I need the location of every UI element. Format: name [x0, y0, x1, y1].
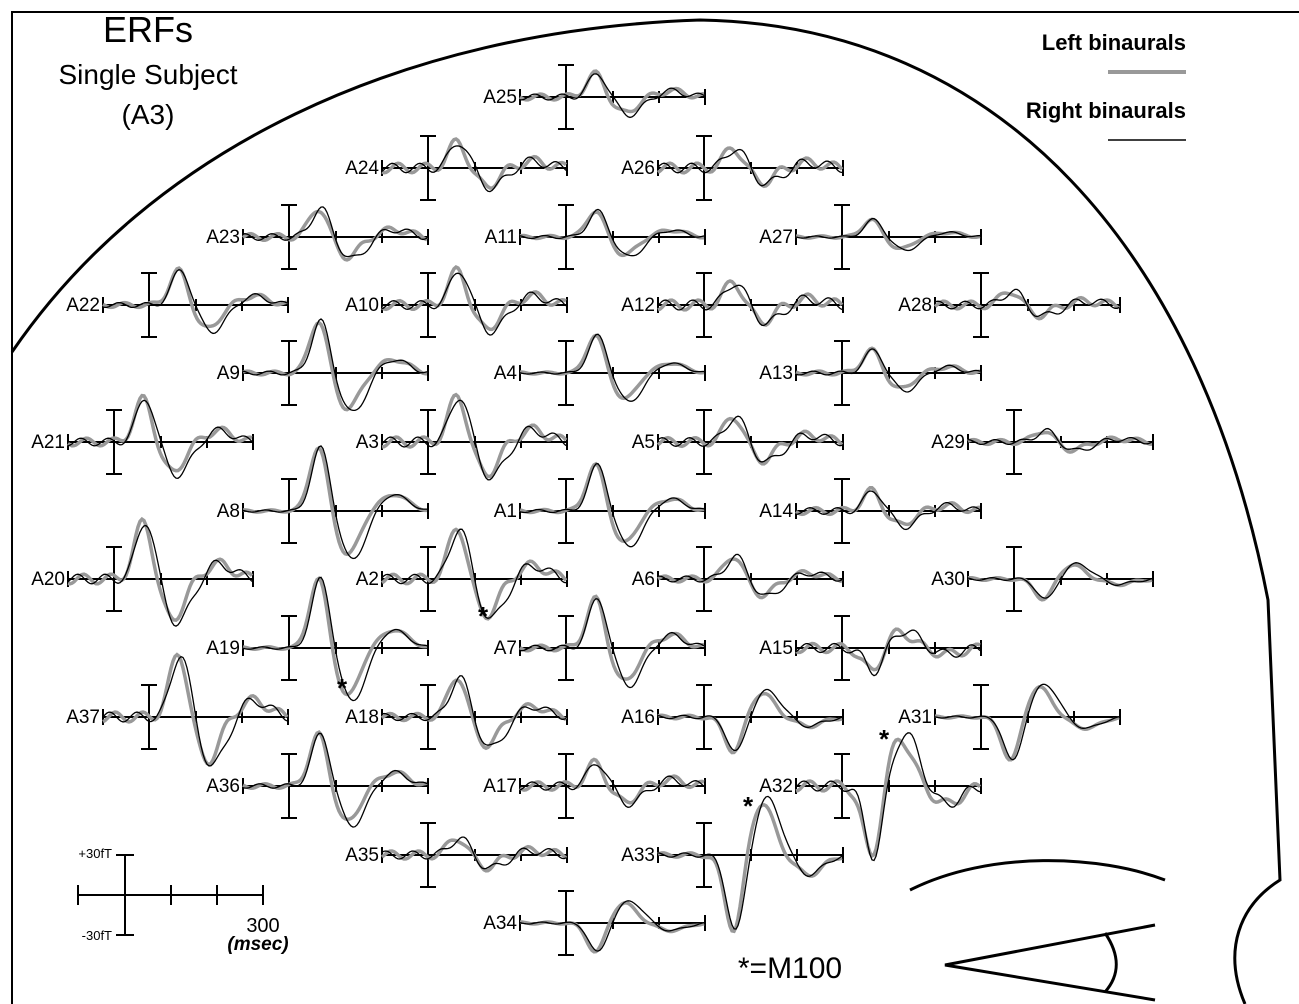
- channel-label: A7: [494, 638, 517, 659]
- channel-label: A17: [483, 776, 517, 797]
- channel-label: A9: [217, 363, 240, 384]
- channel-label: A16: [621, 707, 655, 728]
- channel-label: A35: [345, 845, 379, 866]
- waveform: [520, 336, 704, 399]
- m100-marker: *: [337, 673, 348, 703]
- channel-label: A27: [759, 227, 793, 248]
- waveform: [243, 578, 427, 694]
- footnote: *=M100: [738, 952, 842, 985]
- axis: [382, 410, 567, 474]
- scale-bar: +30fT -30fT 300 (msec): [78, 846, 289, 955]
- channel-label: A19: [206, 638, 240, 659]
- channel-label: A12: [621, 295, 655, 316]
- channel-label: A32: [759, 776, 793, 797]
- channel-label: A6: [632, 569, 655, 590]
- channel-label: A5: [632, 432, 655, 453]
- waveform: [658, 694, 842, 753]
- channel-label: A3: [356, 432, 379, 453]
- waveform: [520, 597, 704, 680]
- channel-label: A14: [759, 501, 793, 522]
- waveform: [520, 464, 704, 541]
- channel-label: A24: [345, 158, 379, 179]
- channel-label: A4: [494, 363, 518, 384]
- channel-label: A20: [31, 569, 65, 590]
- title: ERFs: [103, 9, 193, 50]
- channel-label: A21: [31, 432, 65, 453]
- scale-label: (msec): [227, 934, 288, 955]
- m100-marker: *: [478, 601, 489, 631]
- axis: [382, 273, 567, 337]
- channel-label: A29: [931, 432, 965, 453]
- legend-label: Left binaurals: [1042, 30, 1186, 55]
- figure: ERFs Single Subject (A3) Left binaurals …: [0, 0, 1299, 1004]
- channel-label: A33: [621, 845, 655, 866]
- m100-marker: *: [879, 724, 890, 754]
- waveform: [243, 732, 427, 819]
- channel-label: A2: [356, 569, 379, 590]
- waveform: [243, 448, 427, 554]
- waveform: [103, 657, 287, 766]
- legend-label: Right binaurals: [1026, 98, 1186, 123]
- channel-label: A31: [898, 707, 932, 728]
- channel-label: A11: [485, 227, 517, 248]
- channel-label: A13: [759, 363, 793, 384]
- waveform: [103, 268, 287, 326]
- scale-label: +30fT: [78, 846, 112, 861]
- m100-marker: *: [743, 791, 754, 821]
- axis: [520, 754, 705, 818]
- channel-label: A36: [206, 776, 240, 797]
- waveform: [243, 446, 427, 559]
- waveform: [243, 577, 427, 700]
- waveform: [658, 805, 842, 932]
- channel-label: A30: [931, 569, 965, 590]
- channel-label: A22: [66, 295, 100, 316]
- waveform: [658, 690, 842, 751]
- subtitle: Single Subject: [58, 59, 237, 90]
- channel-label: A25: [483, 87, 517, 108]
- channel-label: A34: [483, 913, 517, 934]
- channel-label: A15: [759, 638, 793, 659]
- axis: [796, 616, 981, 680]
- waveform: [935, 687, 1119, 760]
- channel-label: A23: [206, 227, 240, 248]
- waveform: [796, 739, 980, 856]
- waveform: [243, 323, 427, 410]
- channel-label: A26: [621, 158, 655, 179]
- channel-label: A1: [494, 501, 517, 522]
- scale-label: -30fT: [82, 928, 112, 943]
- channel-label: A28: [898, 295, 932, 316]
- waveform: [243, 319, 427, 410]
- waveform: [68, 396, 252, 471]
- ear: [910, 861, 1165, 890]
- axis: [382, 136, 567, 200]
- nose: [945, 925, 1155, 1000]
- channel-label: A8: [217, 501, 240, 522]
- subtitle: (A3): [122, 99, 175, 130]
- waveform: [68, 400, 252, 478]
- waveform: [68, 526, 252, 627]
- frame: [12, 12, 1299, 1004]
- waveform: [382, 529, 566, 618]
- waveform: [658, 416, 842, 462]
- waveform: [968, 563, 1152, 598]
- channel-label: A18: [345, 707, 379, 728]
- axis: [68, 547, 253, 611]
- channel-label: A37: [66, 707, 100, 728]
- waveform: [520, 901, 704, 951]
- channel-label: A10: [345, 295, 379, 316]
